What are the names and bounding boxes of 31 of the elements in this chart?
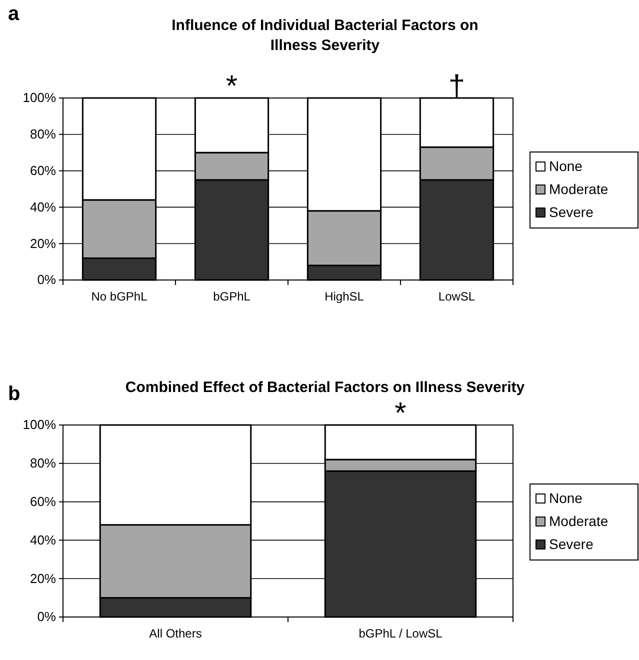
text: b [8,383,20,405]
y-tick-label: 0% [37,609,56,624]
y-tick-label: 100% [22,90,56,106]
y-tick-label: 40% [30,532,56,548]
y-tick-label: 100% [22,417,56,432]
y-tick-label: 40% [30,199,56,214]
y-tick-label: 80% [30,126,56,142]
x-tick-label: No bGPhL [91,290,148,304]
x-tick-label: LowSL [438,290,476,304]
legend-label: None [549,158,583,174]
y-tick-label: 20% [30,570,56,586]
chart-title: Influence of Individual Bacterial Factors on Illness Severity [172,17,478,54]
y-tick-label: 80% [30,456,56,471]
text: a [8,3,20,25]
annotation: * [226,70,238,103]
legend-label: Moderate [549,513,608,529]
y-tick-label: 60% [30,494,56,509]
legend-label: Severe [549,204,594,220]
annotation: * [394,397,407,430]
legend-label: None [549,490,583,506]
y-tick-label: 20% [30,236,56,251]
x-tick-label: bGPhL / LowSL [358,626,443,641]
x-tick-label: All Others [149,626,202,641]
annotation: † [448,70,466,103]
y-tick-label: 0% [37,272,56,288]
legend-label: Moderate [549,181,608,197]
x-tick-label: bGPhL [213,290,251,304]
legend-label: Severe [549,536,594,552]
y-tick-label: 60% [30,162,56,178]
x-tick-label: HighSL [324,290,364,304]
chart-title: Combined Effect of Bacterial Factors on Illness Severity [125,379,526,396]
